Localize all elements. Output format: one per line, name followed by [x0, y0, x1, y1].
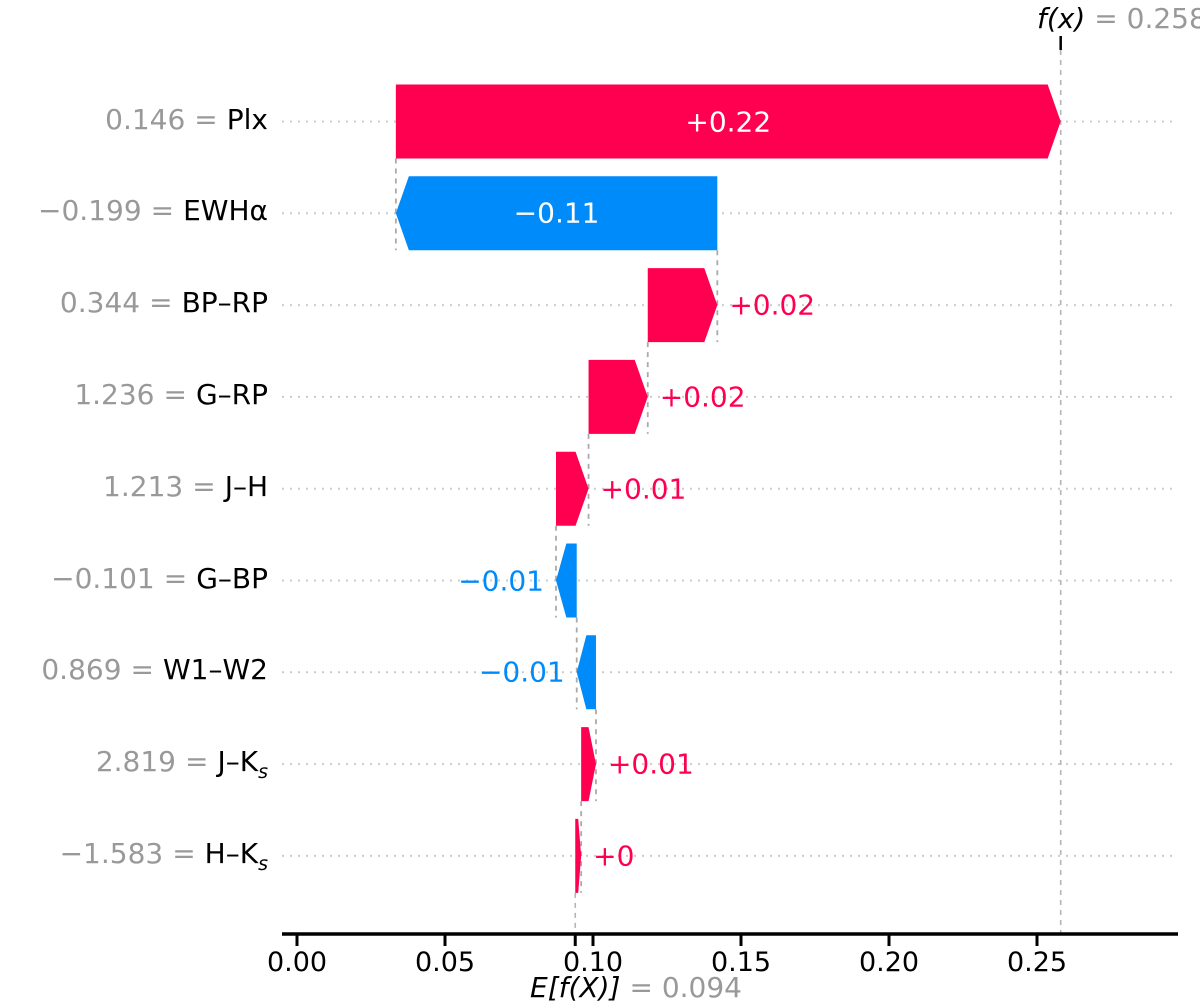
feature-value: 1.236	[74, 378, 155, 412]
feature-value: 1.213	[103, 469, 184, 503]
feature-name: W1–W2	[163, 653, 268, 687]
shap-value-label: −0.11	[513, 196, 600, 230]
feature-name: J–H	[224, 469, 268, 503]
feature-label: 1.213 = J–H	[103, 470, 268, 508]
equals-sign: =	[194, 102, 218, 136]
x-axis-tick-label: 0.25	[1006, 947, 1068, 978]
feature-name: BP–RP	[181, 286, 268, 320]
bar-g-rp	[588, 359, 648, 434]
bar-w1-w2	[576, 635, 596, 710]
shap-value-label: +0.02	[659, 380, 746, 414]
feature-value: 0.869	[41, 653, 122, 687]
shap-value-label: +0.02	[729, 288, 816, 322]
base-value-annotation: E[f(X)] = 0.094	[530, 971, 742, 1004]
shap-value-label: +0.01	[607, 747, 694, 781]
bar-h-ks	[575, 818, 582, 893]
base-value: 0.094	[661, 971, 742, 1004]
feature-name: G–RP	[195, 378, 268, 412]
equals-sign: =	[163, 378, 187, 412]
feature-value: 2.819	[95, 745, 176, 779]
fx-equals-sign: =	[1094, 2, 1118, 35]
bar-g-bp	[556, 543, 577, 618]
shap-value-label: +0.22	[685, 105, 772, 138]
feature-label: 0.344 = BP–RP	[60, 286, 268, 324]
fx-expression: f(x)	[1037, 2, 1086, 35]
feature-name-subscript: s	[258, 760, 268, 783]
feature-value: −0.199	[38, 194, 142, 228]
bar-bp-rp	[647, 268, 718, 343]
equals-sign: =	[192, 469, 216, 503]
feature-label: 1.236 = G–RP	[74, 378, 268, 416]
shap-value-label: +0	[593, 839, 635, 873]
feature-name: J–K	[217, 745, 259, 779]
feature-name: G–BP	[196, 561, 268, 595]
feature-value: −0.101	[51, 561, 155, 595]
x-axis-tick-label: 0.20	[858, 947, 920, 978]
x-axis-tick-label: 0.10	[562, 947, 624, 978]
fx-value: 0.258	[1126, 2, 1200, 35]
equals-sign: =	[130, 653, 154, 687]
feature-name: Plx	[226, 102, 268, 136]
feature-label: 0.146 = Plx	[105, 103, 268, 141]
feature-value: −1.583	[59, 837, 164, 871]
feature-label: −0.101 = G–BP	[51, 562, 268, 600]
feature-value: 0.146	[105, 102, 186, 136]
base-expression: E[f(X)]	[530, 971, 621, 1004]
equals-sign: =	[172, 837, 196, 871]
feature-name: EWHα	[183, 194, 268, 228]
equals-sign: =	[149, 286, 173, 320]
equals-sign: =	[150, 194, 175, 228]
x-axis-tick-label: 0.00	[266, 947, 328, 978]
shap-value-label: +0.01	[600, 472, 687, 506]
feature-label: 2.819 = J–Ks	[96, 745, 268, 783]
base-equals-sign: =	[629, 971, 653, 1004]
bar-j-ks	[581, 727, 596, 802]
shap-value-label: −0.01	[478, 655, 565, 689]
shap-value-label: −0.01	[458, 564, 544, 597]
feature-value: 0.344	[59, 286, 141, 320]
bar-j-h	[556, 451, 589, 526]
bar-plx	[395, 84, 1061, 159]
feature-name: H–K	[204, 837, 259, 871]
x-axis-tick-label: 0.05	[414, 947, 476, 978]
equals-sign: =	[185, 745, 209, 779]
x-axis-tick-label: 0.15	[710, 947, 772, 978]
bar-ewh-	[395, 176, 718, 251]
feature-name-subscript: s	[258, 852, 268, 875]
feature-label: −0.199 = EWHα	[38, 195, 268, 233]
fx-annotation: f(x) = 0.258	[1037, 2, 1200, 35]
feature-label: −1.583 = H–Ks	[60, 837, 268, 875]
equals-sign: =	[163, 561, 188, 595]
feature-label: 0.869 = W1–W2	[41, 654, 268, 692]
